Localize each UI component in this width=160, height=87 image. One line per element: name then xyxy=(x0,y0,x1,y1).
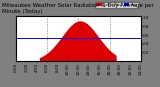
Text: Milwaukee Weather Solar Radiation & Day Average per Minute (Today): Milwaukee Weather Solar Radiation & Day … xyxy=(2,3,153,14)
Legend: Solar Rad, Avg: Solar Rad, Avg xyxy=(95,2,139,8)
